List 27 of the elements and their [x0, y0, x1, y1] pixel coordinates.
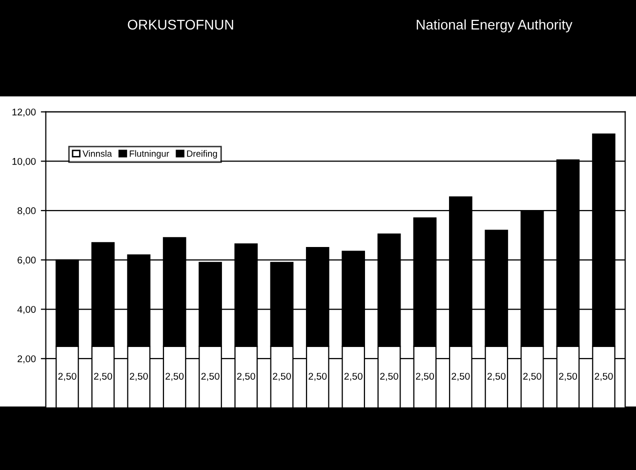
- legend-label: Vinnsla: [82, 150, 112, 157]
- legend-label: Flutningur: [130, 150, 170, 159]
- y-tick-label: 6,00: [18, 256, 36, 265]
- data-label: 2,50: [166, 372, 184, 381]
- data-label: 2,50: [58, 372, 76, 381]
- data-label: 2,50: [416, 372, 434, 381]
- chart-subtitle: National Energy Authority: [416, 19, 572, 32]
- y-tick-label: 12,00: [12, 108, 36, 117]
- data-label: 2,50: [452, 372, 470, 381]
- data-label: 2,50: [380, 372, 398, 381]
- data-label: 2,50: [523, 372, 542, 381]
- data-label: 2,50: [558, 372, 578, 381]
- data-label: 2,50: [237, 372, 256, 381]
- chart-title: ORKUSTOFNUN: [128, 20, 234, 30]
- data-label: 2,50: [308, 372, 327, 381]
- data-label: 2,50: [487, 372, 506, 381]
- y-tick-label: 8,00: [18, 207, 36, 216]
- data-label: 2,50: [94, 372, 112, 381]
- data-label: 2,50: [130, 372, 148, 381]
- y-tick-label: 2,00: [18, 355, 36, 364]
- data-label: 2,50: [344, 372, 362, 381]
- legend-label: Dreifing: [187, 150, 217, 159]
- data-label: 2,50: [594, 372, 613, 381]
- y-tick-label: 10,00: [12, 158, 36, 166]
- data-label: 2,50: [201, 372, 220, 381]
- data-label: 2,50: [272, 372, 291, 381]
- y-tick-label: 4,00: [17, 306, 36, 314]
